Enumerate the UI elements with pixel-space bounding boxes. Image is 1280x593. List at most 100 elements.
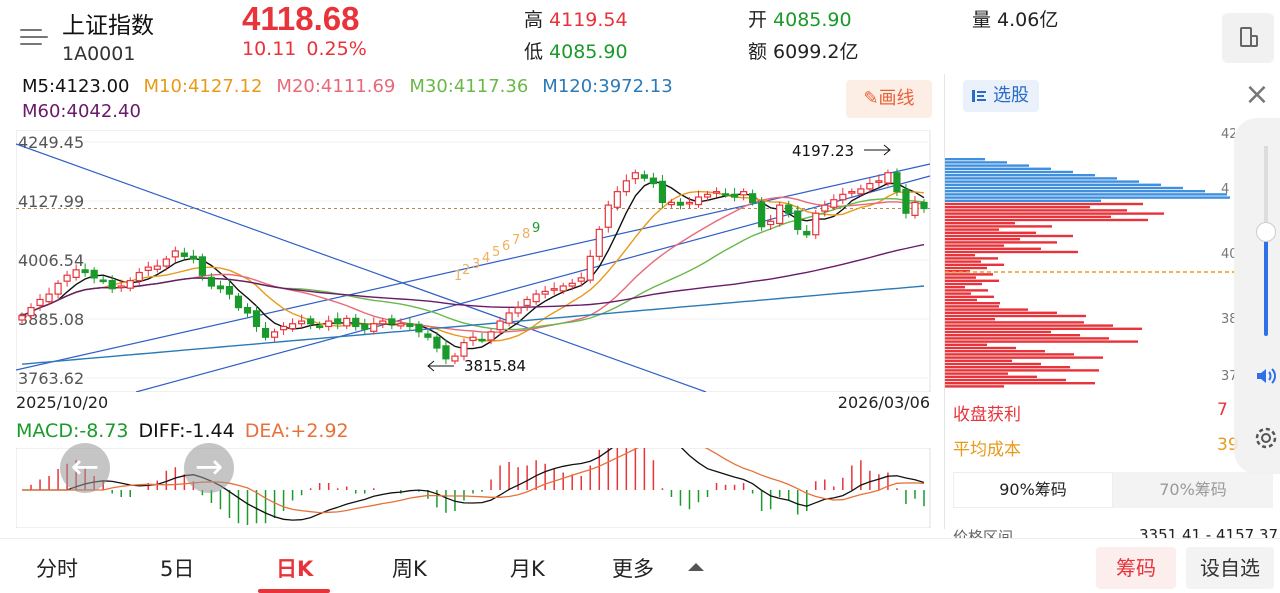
scroll-left-button[interactable]: ← [60,443,110,493]
tab-intraday[interactable]: 分时 [36,557,78,581]
chip-bar [945,190,1205,193]
ma120-line [21,285,925,365]
close-icon[interactable]: × [1244,77,1270,112]
chip-bar [945,302,1000,305]
chip-bar [945,378,1066,382]
chip-histogram: 42 4 40 38 37 [945,127,1235,388]
start-date: 2025/10/20 [16,393,109,412]
chip-button[interactable]: 筹码 [1096,547,1176,589]
tab-chip-90[interactable]: 90%筹码 [953,472,1113,508]
candle-body [171,250,179,258]
chip-bar [945,292,971,295]
candle-body [604,204,612,228]
ma30-label: M30:4117.36 [409,76,529,97]
zoom-slider[interactable] [1234,118,1280,474]
candle-body [721,193,730,196]
scroll-right-button[interactable]: → [184,443,234,493]
chip-bar [945,212,1164,215]
chip-bar [945,250,1078,254]
chip-bar [945,298,977,302]
candle-body [198,256,206,276]
candle-body [613,191,621,208]
tab-daily-k[interactable]: 日K [276,557,314,581]
slider-knob[interactable] [1256,222,1276,242]
trendline-up-1 [16,163,931,371]
chip-bar [945,295,994,298]
candle-body [685,201,694,205]
chip-bar [945,311,1057,314]
add-favorite-button[interactable]: 设自选 [1186,547,1274,589]
chip-bar [945,234,1073,238]
tab-5day[interactable]: 5日 [160,557,195,581]
menu-icon[interactable] [20,26,48,48]
candle-body [343,317,351,327]
candle-body [361,323,369,330]
macd-chart[interactable] [16,448,932,528]
volume-stat: 量 4.06亿 [972,9,1059,31]
candle-body [397,323,405,327]
candle-body [667,201,676,206]
chip-bar [945,366,1070,369]
tab-chip-70[interactable]: 70%筹码 [1113,472,1273,508]
macd-legend: MACD:-8.73 DIFF:-1.44 DEA:+2.92 [16,420,359,442]
tab-more[interactable]: 更多 [612,557,654,581]
candle-body [243,306,252,314]
quote-header: 上证指数 1A0001 4118.68 10.11 0.25% 高 4119.54 … [0,0,1280,74]
kline-chart[interactable]: 4249.454127.994006.543885.083763.624197.… [16,130,932,392]
candle-body [225,285,234,295]
gear-icon[interactable] [1252,424,1280,452]
candle-body [505,312,513,324]
candle-body [478,338,486,342]
candle-body [514,306,522,314]
candle-body [496,320,504,331]
candle-body [866,182,874,190]
chip-bar [945,305,999,308]
chip-bar [945,263,1004,266]
chip-bar [945,183,1161,186]
chip-axis-label: 38 [1221,312,1235,327]
candle-body [117,285,125,289]
tab-weekly-k[interactable]: 周K [392,557,427,581]
chip-bar [945,353,1074,356]
chip-bar [945,385,1004,388]
candle-body [108,280,116,290]
chip-bar [945,318,995,321]
macd-value: MACD:-8.73 [16,420,129,442]
candle-body [469,336,477,342]
candle-body [27,306,35,317]
chip-bar [945,174,1095,177]
stock-picker-button[interactable]: 选股 [963,80,1039,112]
candle-body [911,201,919,216]
chip-bar [945,225,1052,228]
ma5-label: M5:4123.00 [22,76,130,97]
chip-bar [945,279,999,282]
candle-body [379,320,387,325]
device-toggle-button[interactable] [1222,13,1274,63]
price-axis-label: 4006.54 [18,251,84,270]
candle-body [298,320,306,325]
chip-bar [945,289,988,292]
high-stat: 高 4119.54 [524,9,628,31]
diff-line [22,448,925,521]
tab-monthly-k[interactable]: 月K [510,557,545,581]
current-price: 4118.68 [242,0,360,37]
candle-body [144,266,152,271]
caret-up-icon[interactable] [688,563,704,571]
td-count-label: 9 [532,221,540,236]
change-percent: 0.25% [306,38,367,60]
td-count-label: 4 [482,251,490,266]
candle-body [406,323,414,328]
draw-line-button[interactable]: ✎画线 [846,80,932,118]
chip-bar [945,260,981,263]
speaker-icon[interactable] [1254,364,1278,388]
high-value: 4119.54 [549,9,628,31]
candle-body [72,269,80,278]
chip-bar [945,218,1148,222]
avg-cost-label: 平均成本 [953,440,1021,460]
price-change: 10.11 0.25% [242,38,367,60]
candle-body [442,345,450,360]
kline-panel[interactable]: M5:4123.00 M10:4127.12 M20:4111.69 M30:4117… [14,74,944,529]
candle-body [712,191,721,194]
chip-distribution-panel: 选股 × 42 4 40 38 37 收盘获利 7 平均成本 39 90%筹码 70%筹… [944,74,1280,546]
chip-bar [945,337,1109,340]
